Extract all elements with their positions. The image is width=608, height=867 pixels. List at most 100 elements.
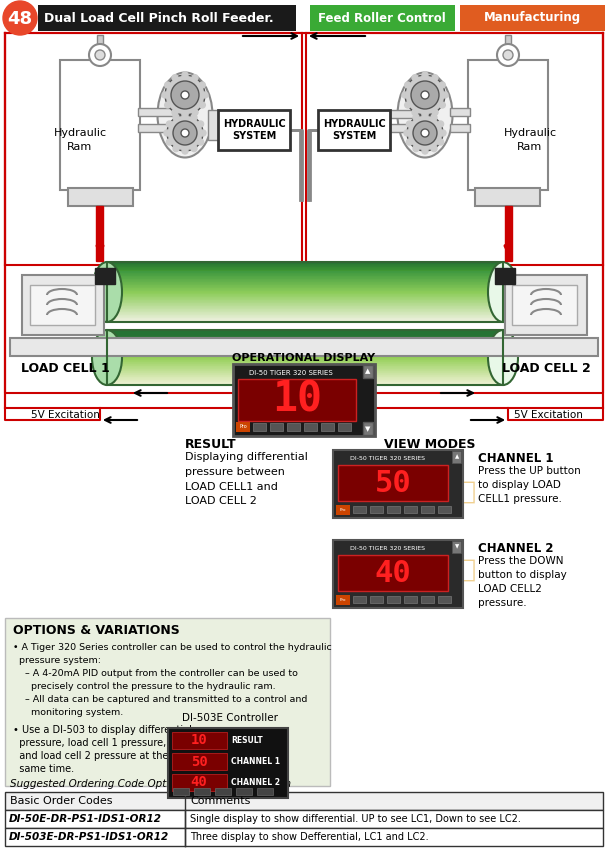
Bar (105, 288, 505, 289)
Text: CHANNEL 2: CHANNEL 2 (478, 542, 553, 555)
Circle shape (173, 121, 197, 145)
Circle shape (402, 92, 408, 98)
Bar (105, 336, 505, 337)
Bar (105, 309, 505, 310)
Text: Press the DOWN
button to display
LOAD CELL2
pressure.: Press the DOWN button to display LOAD CE… (478, 556, 567, 608)
Bar (304, 423, 317, 431)
Bar (105, 304, 505, 305)
Circle shape (422, 72, 428, 78)
Bar (105, 316, 505, 318)
Circle shape (405, 75, 445, 115)
Circle shape (182, 148, 188, 154)
Bar (105, 371, 505, 373)
Bar (475, 188, 540, 206)
Bar (238, 379, 356, 421)
Bar (105, 341, 505, 342)
Bar (353, 596, 366, 603)
Text: 👇: 👇 (460, 558, 475, 582)
Circle shape (422, 148, 428, 154)
Bar (105, 383, 505, 384)
Bar (318, 110, 390, 150)
Bar (105, 355, 505, 356)
Circle shape (411, 81, 439, 109)
Bar (105, 278, 505, 280)
Circle shape (438, 139, 444, 145)
Bar (105, 292, 505, 293)
Bar (105, 364, 505, 366)
Text: precisely control the pressure to the hydraulic ram.: precisely control the pressure to the hy… (13, 682, 275, 691)
Bar (105, 300, 505, 302)
Bar (105, 361, 505, 362)
Bar (105, 348, 505, 349)
Bar (505, 206, 512, 261)
Bar (105, 347, 505, 349)
Bar (105, 330, 505, 332)
Text: RESULT: RESULT (231, 736, 263, 745)
Text: 50: 50 (375, 468, 412, 498)
Bar (215, 788, 231, 795)
Text: Pro: Pro (239, 425, 247, 429)
Text: CHANNEL 1: CHANNEL 1 (231, 757, 280, 766)
Bar (105, 339, 505, 340)
Bar (468, 60, 548, 190)
Bar (452, 541, 461, 553)
Text: ▼: ▼ (455, 544, 459, 550)
Text: OPTIONS & VARIATIONS: OPTIONS & VARIATIONS (13, 623, 180, 636)
Circle shape (422, 112, 428, 118)
Bar (370, 506, 383, 513)
Bar (105, 298, 505, 299)
Bar (105, 338, 505, 340)
Bar (333, 450, 463, 518)
Text: Single display to show differential. UP to see LC1, Down to see LC2.: Single display to show differential. UP … (190, 814, 521, 824)
Bar (105, 266, 505, 268)
Bar (105, 377, 505, 379)
Bar (233, 364, 375, 436)
Bar (495, 268, 515, 284)
Bar (105, 343, 505, 345)
Circle shape (440, 82, 445, 88)
Bar (336, 505, 350, 515)
Text: ▼: ▼ (365, 426, 371, 432)
Bar (105, 286, 505, 287)
Bar (105, 355, 505, 356)
Text: VIEW MODES: VIEW MODES (384, 438, 475, 451)
Ellipse shape (92, 330, 122, 385)
Bar (105, 344, 505, 346)
Text: OPERATIONAL DISPLAY: OPERATIONAL DISPLAY (232, 353, 376, 363)
Bar (338, 465, 448, 501)
Bar (105, 357, 505, 358)
Bar (105, 373, 505, 374)
Bar (105, 288, 505, 290)
Text: Feed Roller Control: Feed Roller Control (318, 11, 446, 24)
Text: same time.: same time. (13, 764, 74, 774)
Bar (105, 342, 505, 343)
Ellipse shape (488, 330, 518, 385)
Bar (30, 285, 95, 325)
Circle shape (413, 121, 437, 145)
Bar (105, 363, 505, 364)
Bar (105, 277, 505, 279)
Bar (105, 352, 505, 353)
Bar (105, 291, 505, 292)
Bar (512, 285, 577, 325)
Bar (105, 360, 505, 361)
Bar (105, 365, 505, 366)
Text: DI-50E-DR-PS1-IDS1-OR12: DI-50E-DR-PS1-IDS1-OR12 (9, 814, 162, 824)
Bar (105, 331, 505, 333)
Bar (168, 728, 288, 798)
Text: CHANNEL 1: CHANNEL 1 (478, 452, 553, 465)
Bar (105, 361, 505, 362)
Bar (105, 377, 505, 378)
Bar (105, 321, 505, 322)
Bar (450, 124, 470, 132)
Bar (338, 423, 351, 431)
Bar (105, 310, 505, 311)
Bar (5, 792, 603, 810)
Text: monitoring system.: monitoring system. (13, 708, 123, 717)
Text: DI-50 TIGER 320 SERIES: DI-50 TIGER 320 SERIES (350, 457, 426, 461)
Bar (253, 423, 266, 431)
Bar (105, 330, 505, 331)
Circle shape (431, 146, 437, 152)
Bar (105, 370, 505, 372)
Bar (105, 299, 505, 300)
